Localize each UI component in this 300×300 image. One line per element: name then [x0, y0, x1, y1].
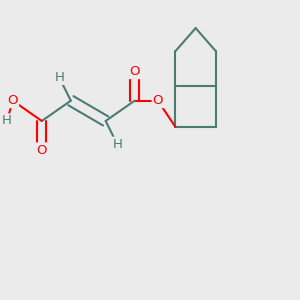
Text: O: O [37, 143, 47, 157]
Text: H: H [2, 115, 12, 128]
Text: O: O [8, 94, 18, 107]
Text: O: O [153, 94, 163, 107]
Text: O: O [129, 65, 140, 78]
Text: H: H [54, 71, 64, 84]
Text: H: H [112, 138, 122, 151]
